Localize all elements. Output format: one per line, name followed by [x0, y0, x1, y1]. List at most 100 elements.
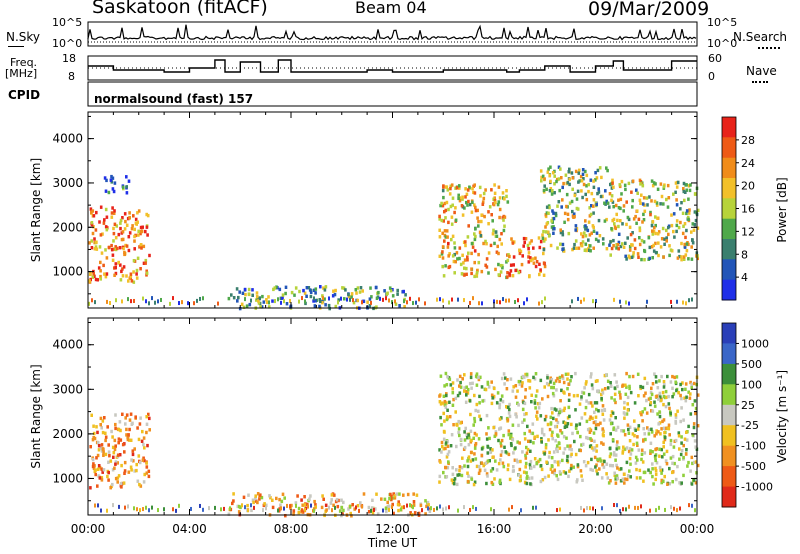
velocity-cell-2: [446, 444, 450, 448]
velocity-cell-2: [671, 454, 675, 459]
velocity-cell-2: [626, 402, 629, 406]
velocity-cell-2: [591, 468, 595, 472]
velocity-cell-2: [580, 390, 584, 395]
velocity-cell-2: [658, 414, 662, 419]
freq-tick-top: 18: [62, 52, 76, 65]
power-cell-0: [132, 270, 135, 274]
power-cell-6: [680, 241, 683, 246]
power-cell-3: [496, 202, 500, 207]
power-cell-6: [630, 255, 634, 259]
power-cell-5: [573, 193, 577, 198]
power-cell-6: [638, 228, 642, 233]
velocity-cell-2: [606, 476, 610, 480]
power-cell-6: [659, 245, 663, 249]
velocity-cell-2: [438, 474, 442, 479]
velocity-cell-2: [438, 394, 441, 398]
velocity-cell-2: [689, 412, 693, 416]
power-cell-3: [453, 246, 457, 250]
power-cell-5: [553, 174, 556, 178]
velocity-cell-2: [664, 459, 668, 463]
velocity-cell-0: [141, 429, 144, 434]
velocity-cell-2: [639, 476, 642, 480]
power-cell-5: [575, 246, 578, 250]
power-cell-3: [465, 192, 469, 196]
power-cell-1: [112, 189, 116, 194]
power-cell-5: [591, 224, 595, 228]
velocity-cell-0: [132, 459, 135, 463]
power-cell-5: [542, 188, 546, 193]
velocity-cell-2: [680, 448, 684, 453]
power-cell-5: [560, 205, 563, 209]
velocity-cell-2: [609, 452, 613, 456]
velocity-cell-2: [591, 404, 594, 408]
velocity-cell-2: [478, 394, 481, 399]
power-cell-2: [262, 300, 266, 304]
velocity-cell-2: [671, 374, 674, 379]
velocity-cell-0: [129, 438, 133, 442]
velocity-cell-2: [529, 482, 532, 486]
power-cell-2: [284, 285, 288, 289]
velocity-cell-2: [687, 424, 690, 429]
velocity-cell-2: [590, 457, 593, 462]
velocity-cell-0: [131, 452, 135, 457]
velocity-cell-2: [576, 478, 579, 482]
velocity-ground-cell: [655, 508, 657, 513]
velocity-cell-2: [691, 461, 694, 466]
power-cell-3: [456, 257, 459, 261]
power-cell-6: [635, 221, 638, 225]
power-cell-6: [656, 187, 660, 191]
power-cell-0: [99, 260, 102, 265]
power-cell-6: [693, 210, 697, 214]
noise-tick-left-bottom: 10^0: [52, 37, 83, 50]
power-cell-0: [99, 274, 102, 279]
power-cell-5: [561, 247, 564, 251]
velocity-cell-2: [654, 472, 658, 477]
velocity-cell-2: [535, 389, 539, 393]
velocity-cell-2: [646, 381, 649, 385]
power-cell-2: [374, 285, 378, 290]
power-ground-cell: [514, 299, 516, 304]
velocity-cell-2: [661, 455, 664, 459]
velocity-cell-2: [683, 396, 686, 400]
power-cell-3: [485, 242, 488, 246]
power-cell-2: [350, 295, 353, 299]
power-cell-3: [502, 218, 505, 222]
power-cell-2: [259, 305, 262, 309]
power-cell-5: [577, 180, 580, 184]
power-cell-3: [455, 186, 459, 190]
power-cell-5: [592, 198, 596, 202]
power-cell-0: [129, 272, 133, 276]
velocity-cell-2: [589, 467, 592, 472]
velocity-cell-2: [566, 454, 569, 459]
velocity-ground-cell: [640, 504, 642, 509]
velocity-cell-2: [590, 446, 594, 450]
power-cell-3: [497, 185, 501, 189]
velocity-cell-2: [668, 433, 671, 437]
velocity-ground-cell: [253, 505, 255, 510]
velocity-cell-2: [488, 459, 491, 463]
velocity-cell-2: [555, 424, 559, 429]
power-cell-3: [493, 183, 496, 187]
power-cell-2: [368, 304, 372, 308]
velocity-cell-2: [684, 382, 688, 386]
velocity-cell-2: [537, 406, 541, 410]
power-cell-2: [377, 290, 380, 295]
velocity-colorbar-tick-label: 100: [741, 378, 762, 391]
velocity-cell-2: [535, 410, 539, 414]
power-cell-0: [132, 214, 135, 218]
velocity-cell-2: [585, 435, 588, 440]
velocity-cell-2: [469, 459, 473, 463]
velocity-cell-2: [562, 470, 566, 474]
velocity-cell-2: [658, 410, 661, 414]
power-cell-5: [547, 167, 550, 171]
velocity-cell-2: [523, 431, 526, 436]
velocity-cell-2: [600, 441, 603, 445]
velocity-cell-1: [389, 492, 392, 497]
power-cell-0: [136, 220, 139, 224]
velocity-cell-2: [620, 429, 623, 433]
power-cell-5: [553, 227, 556, 231]
velocity-cell-2: [535, 414, 538, 418]
velocity-cell-2: [651, 462, 654, 466]
velocity-cell-2: [524, 453, 527, 458]
power-ground-cell: [580, 299, 582, 304]
